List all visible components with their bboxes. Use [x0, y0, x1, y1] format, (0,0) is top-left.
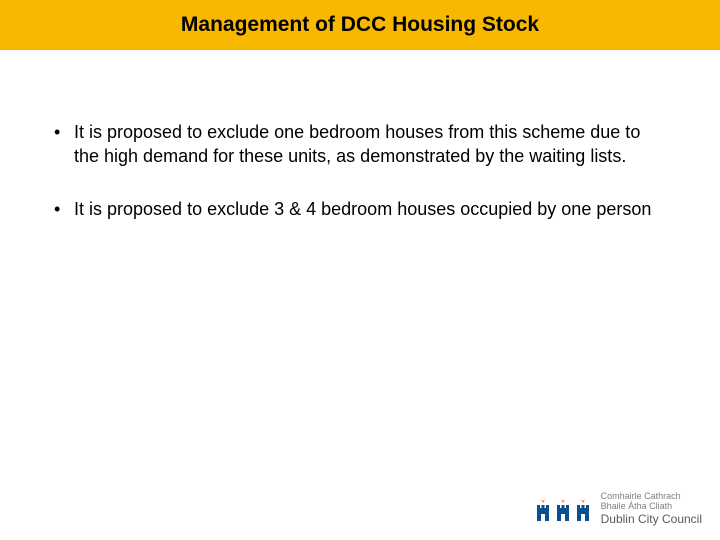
bullet-marker: • — [50, 197, 74, 221]
castle-icon — [535, 499, 551, 519]
content-area: • It is proposed to exclude one bedroom … — [0, 50, 720, 221]
title-bar: Management of DCC Housing Stock — [0, 0, 720, 50]
bullet-item: • It is proposed to exclude one bedroom … — [50, 120, 670, 169]
castle-icon — [555, 499, 571, 519]
bullet-marker: • — [50, 120, 74, 169]
slide-title: Management of DCC Housing Stock — [181, 13, 539, 37]
logo-text-line3: Dublin City Council — [601, 513, 702, 526]
bullet-text: It is proposed to exclude 3 & 4 bedroom … — [74, 197, 651, 221]
castle-icon — [575, 499, 591, 519]
bullet-text: It is proposed to exclude one bedroom ho… — [74, 120, 670, 169]
castle-icons — [535, 499, 591, 519]
footer-logo: Comhairle Cathrach Bhaile Átha Cliath Du… — [535, 492, 702, 526]
bullet-item: • It is proposed to exclude 3 & 4 bedroo… — [50, 197, 670, 221]
logo-text-line2: Bhaile Átha Cliath — [601, 502, 702, 512]
logo-text-block: Comhairle Cathrach Bhaile Átha Cliath Du… — [601, 492, 702, 526]
